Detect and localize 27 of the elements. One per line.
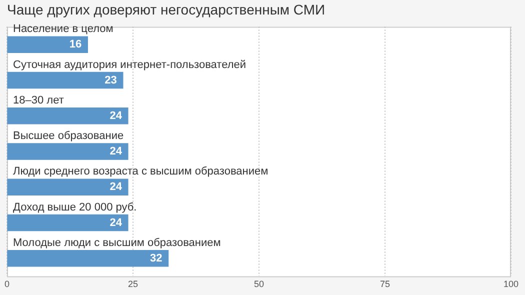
y-tick-label: Население в целом xyxy=(13,23,114,36)
data-label: 24 xyxy=(110,216,123,229)
bar xyxy=(7,36,88,53)
x-tick-label: 100 xyxy=(503,279,519,290)
bar xyxy=(7,178,128,196)
bar xyxy=(7,72,124,89)
data-label: 16 xyxy=(69,38,82,51)
x-tick-label: 75 xyxy=(380,279,390,290)
y-tick-label: Молодые люди с высшим образованием xyxy=(13,236,221,249)
x-tick-label: 0 xyxy=(4,279,10,290)
data-label: 24 xyxy=(110,110,123,122)
data-label: 23 xyxy=(104,74,117,86)
data-label: 32 xyxy=(150,252,162,264)
bar xyxy=(7,108,128,124)
y-tick-label: Высшее образование xyxy=(13,130,124,142)
y-tick-label: Люди среднего возраста с высшим образованием xyxy=(13,166,268,178)
x-tick-label: 25 xyxy=(128,279,138,290)
y-tick-label: Доход выше 20 000 руб. xyxy=(13,201,137,214)
y-tick-label: 18–30 лет xyxy=(13,94,64,106)
bar xyxy=(7,143,128,160)
bar xyxy=(7,214,128,232)
x-tick-label: 50 xyxy=(254,279,264,290)
y-tick-label: Суточная аудитория интернет-пользователей xyxy=(13,58,246,71)
data-label: 24 xyxy=(110,181,123,194)
bar xyxy=(7,250,169,267)
chart-title: Чаще других доверяют негосударственным СМИ xyxy=(7,1,326,18)
data-label: 24 xyxy=(110,146,123,158)
